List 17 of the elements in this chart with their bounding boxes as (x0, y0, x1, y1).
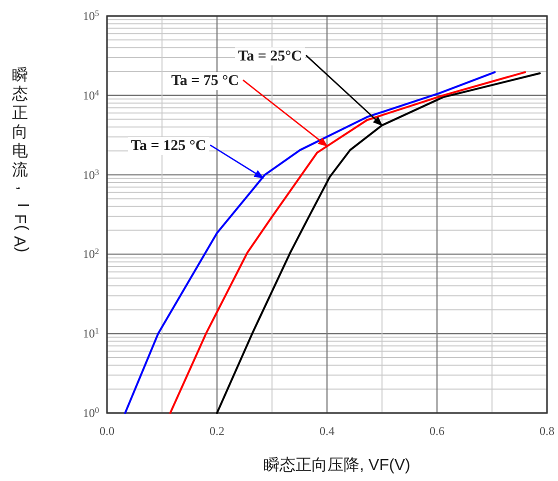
annotation: Ta = 25°C (238, 48, 302, 64)
x-tick-label: 0.6 (430, 424, 444, 438)
annotation: Ta = 125 °C (130, 138, 206, 154)
x-tick-label: 0.2 (210, 424, 224, 438)
x-tick-label: 0.8 (540, 424, 554, 438)
x-axis-title: 瞬态正向压降, VF(V) (264, 456, 410, 474)
annotation: Ta = 75 °C (171, 73, 239, 90)
x-tick-label: 0.0 (100, 424, 114, 438)
text: 瞬态正向电流, IF(A) (10, 67, 31, 252)
y-tick-label: 10$^{4}$ (82, 88, 100, 102)
line-series (124, 71, 496, 414)
y-tick-label: 10$^{2}$ (82, 246, 99, 262)
y-tick-label: 10$^{3}$ (82, 167, 99, 182)
y-tick-label: 10$^{5}$ (82, 8, 99, 23)
y-tick-label: 10$^{0}$ (82, 406, 99, 420)
y-tick-label: 10$^{1}$ (82, 326, 99, 341)
x-tick-label: 0.4 (320, 424, 334, 438)
